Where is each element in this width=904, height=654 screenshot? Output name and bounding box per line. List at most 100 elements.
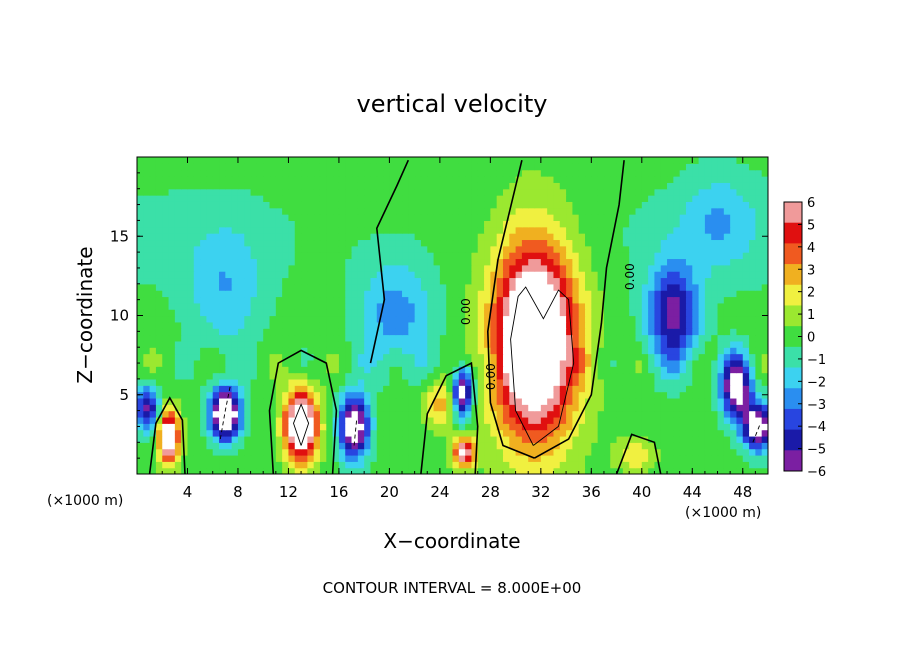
heatmap-cell xyxy=(641,423,649,431)
heatmap-cell xyxy=(654,290,662,298)
heatmap-cell xyxy=(553,429,561,437)
heatmap-cell xyxy=(559,448,567,456)
heatmap-cell xyxy=(521,233,529,241)
heatmap-cell xyxy=(566,359,573,367)
heatmap-cell xyxy=(263,391,271,399)
heatmap-cell xyxy=(433,277,441,285)
heatmap-cell xyxy=(269,410,277,418)
heatmap-cell xyxy=(654,397,662,405)
heatmap-cell xyxy=(376,163,384,171)
heatmap-cell xyxy=(364,347,372,355)
heatmap-cell xyxy=(597,195,605,202)
heatmap-cell xyxy=(515,359,523,367)
heatmap-cell xyxy=(364,245,372,253)
heatmap-cell xyxy=(338,315,346,323)
heatmap-cell xyxy=(730,416,738,424)
heatmap-cell xyxy=(357,397,365,405)
heatmap-cell xyxy=(174,391,182,399)
heatmap-cell xyxy=(414,454,422,462)
heatmap-cell xyxy=(509,391,517,399)
heatmap-cell xyxy=(244,416,252,424)
heatmap-cell xyxy=(174,220,182,228)
heatmap-cell xyxy=(288,296,296,304)
heatmap-cell xyxy=(383,410,390,418)
heatmap-cell xyxy=(439,359,447,367)
heatmap-cell xyxy=(591,353,599,361)
heatmap-cell xyxy=(515,334,523,342)
heatmap-cell xyxy=(528,195,536,202)
heatmap-cell xyxy=(408,429,416,437)
heatmap-cell xyxy=(402,239,409,247)
heatmap-cell xyxy=(288,378,296,386)
heatmap-cell xyxy=(433,207,441,215)
heatmap-cell xyxy=(162,264,170,272)
heatmap-cell xyxy=(484,302,491,310)
heatmap-cell xyxy=(364,176,372,183)
heatmap-cell xyxy=(616,157,624,164)
heatmap-cell xyxy=(704,157,712,164)
heatmap-cell xyxy=(313,264,321,272)
heatmap-cell xyxy=(187,258,195,266)
heatmap-cell xyxy=(692,467,700,474)
heatmap-cell xyxy=(685,372,693,380)
heatmap-cell xyxy=(629,359,637,367)
heatmap-cell xyxy=(446,435,454,443)
heatmap-cell xyxy=(162,353,170,361)
heatmap-cell xyxy=(540,378,548,386)
heatmap-cell xyxy=(446,442,454,450)
heatmap-cell xyxy=(137,302,144,310)
heatmap-cell xyxy=(477,385,485,393)
heatmap-cell xyxy=(307,214,315,221)
heatmap-cell xyxy=(389,461,397,469)
heatmap-cell xyxy=(730,283,738,291)
heatmap-cell xyxy=(685,448,693,456)
heatmap-cell xyxy=(490,207,498,215)
heatmap-cell xyxy=(534,277,542,285)
heatmap-cell xyxy=(319,163,327,171)
heatmap-cell xyxy=(143,302,151,310)
heatmap-cell xyxy=(585,353,592,361)
heatmap-cell xyxy=(761,353,768,361)
heatmap-cell xyxy=(263,315,271,323)
heatmap-cell xyxy=(509,328,517,336)
heatmap-cell xyxy=(319,429,327,437)
heatmap-cell xyxy=(219,207,226,215)
heatmap-cell xyxy=(345,226,353,234)
heatmap-cell xyxy=(585,290,592,298)
heatmap-cell xyxy=(553,220,561,228)
heatmap-cell xyxy=(635,264,643,272)
heatmap-cell xyxy=(591,309,599,317)
heatmap-cell xyxy=(629,404,637,412)
heatmap-cell xyxy=(635,182,643,190)
heatmap-cell xyxy=(591,283,599,291)
heatmap-cell xyxy=(723,467,731,474)
heatmap-cell xyxy=(471,188,479,196)
heatmap-cell xyxy=(301,176,308,183)
heatmap-cell xyxy=(622,467,630,474)
heatmap-cell xyxy=(414,378,422,386)
heatmap-cell xyxy=(181,252,189,260)
heatmap-cell xyxy=(212,385,220,393)
heatmap-cell xyxy=(244,207,252,215)
heatmap-cell xyxy=(704,252,712,260)
heatmap-cell xyxy=(256,340,264,348)
heatmap-cell xyxy=(755,176,763,183)
heatmap-cell xyxy=(629,410,637,418)
heatmap-cell xyxy=(730,195,738,202)
heatmap-cell xyxy=(603,397,611,405)
heatmap-cell xyxy=(168,416,176,424)
heatmap-cell xyxy=(711,416,719,424)
heatmap-cell xyxy=(761,359,768,367)
heatmap-cell xyxy=(698,372,706,380)
heatmap-cell xyxy=(319,220,327,228)
heatmap-cell xyxy=(465,454,473,462)
heatmap-cell xyxy=(704,340,712,348)
heatmap-cell xyxy=(484,163,491,171)
heatmap-cell xyxy=(572,220,580,228)
heatmap-cell xyxy=(427,309,435,317)
heatmap-cell xyxy=(408,296,416,304)
heatmap-cell xyxy=(395,353,403,361)
heatmap-cell xyxy=(515,252,523,260)
heatmap-cell xyxy=(219,176,226,183)
heatmap-cell xyxy=(402,283,409,291)
